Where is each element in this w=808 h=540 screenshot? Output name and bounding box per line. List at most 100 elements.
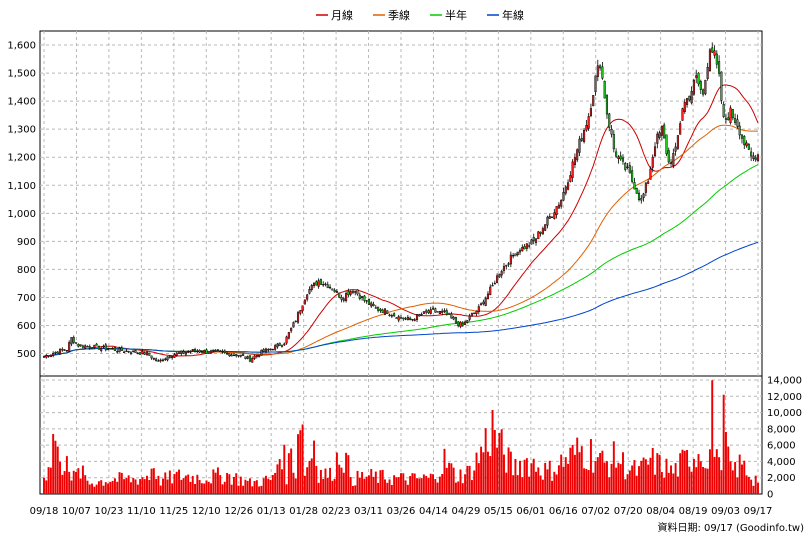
volume-bar [351,485,354,494]
candle-body [697,72,700,85]
candle [221,349,224,354]
candle [461,321,464,327]
candle [381,308,384,313]
candle-body [136,352,139,355]
candle [388,313,391,317]
candle [480,302,483,306]
volume-bar [335,452,338,494]
volume-bar [168,470,171,494]
volume-bar [697,454,700,494]
volume-bar [187,474,190,494]
candle-body [184,352,187,355]
candle-body [129,352,133,354]
candle-body [674,146,677,152]
candle [736,114,739,129]
volume-bar [113,478,116,494]
candle-body [653,146,657,157]
volume-bar [450,463,453,494]
candle [139,351,142,355]
candle-body [459,321,462,327]
candle-body [244,356,247,359]
candle-body [63,349,66,351]
candle-body [523,246,526,250]
candle-body [578,138,581,153]
volume-bar [102,485,105,494]
candle-body [727,117,730,121]
candle-body [91,347,94,350]
candle-body [139,352,142,355]
candle-body [47,355,50,357]
volume-bar [649,457,652,494]
candle-body [177,352,181,354]
candle [196,349,199,353]
date-tick-label: 02/23 [322,506,351,517]
date-tick-label: 03/26 [387,506,416,517]
candle [640,194,643,204]
candle [555,206,558,219]
candle [427,309,430,315]
candle [550,216,554,218]
date-tick-label: 06/01 [516,506,545,517]
volume-bar [388,479,391,494]
volume-bar [537,467,540,494]
volume-tick-label: 12,000 [767,392,802,403]
candle-body [274,345,277,350]
candle [702,88,705,97]
volume-bar [123,479,126,494]
candle-body [672,152,675,166]
volume-bar [411,473,414,494]
candle [745,140,748,148]
volume-bar [457,481,460,494]
candle-body [269,348,272,350]
candle-body [686,98,689,105]
volume-bar [477,463,480,494]
candle [750,147,753,162]
candle [310,283,313,292]
candle-body [189,351,192,353]
candle-body [731,109,734,119]
candle [267,348,270,353]
volume-bar [557,465,560,494]
volume-bar [228,474,231,494]
candle [589,103,592,118]
candle-body [223,350,226,353]
candle-body [715,53,718,65]
candle-body [232,354,235,357]
candle [260,349,263,356]
candle-body [557,204,560,209]
date-tick-label: 04/14 [419,506,448,517]
volume-bar [150,468,153,494]
candle [688,95,691,102]
candle-body [226,353,229,355]
date-tick-label: 09/18 [30,506,59,517]
candle [244,356,247,360]
volume-bar [198,480,201,494]
legend-label: 季線 [388,8,410,22]
volume-bar [745,475,748,494]
candle [624,161,627,172]
volume-bar [175,471,178,494]
candle-body [363,295,366,301]
volume-bar [386,482,389,494]
date-tick-label: 06/16 [549,506,578,517]
candle [97,345,100,350]
candle [164,357,167,362]
candle [573,153,576,169]
candle [191,349,194,352]
candle [683,98,686,114]
candle-body [294,320,297,323]
candle-body [546,216,549,226]
candle-body [312,282,316,287]
volume-bar [299,430,302,494]
volume-bar [741,464,743,494]
candle [338,292,341,299]
candle [166,356,169,362]
candle-body [397,316,400,321]
candle [518,248,522,256]
candle-body [690,90,693,104]
candle [633,177,636,190]
volume-bar [551,480,554,494]
candle-body [262,349,265,352]
volume-bar [434,479,437,494]
candle [285,335,288,345]
